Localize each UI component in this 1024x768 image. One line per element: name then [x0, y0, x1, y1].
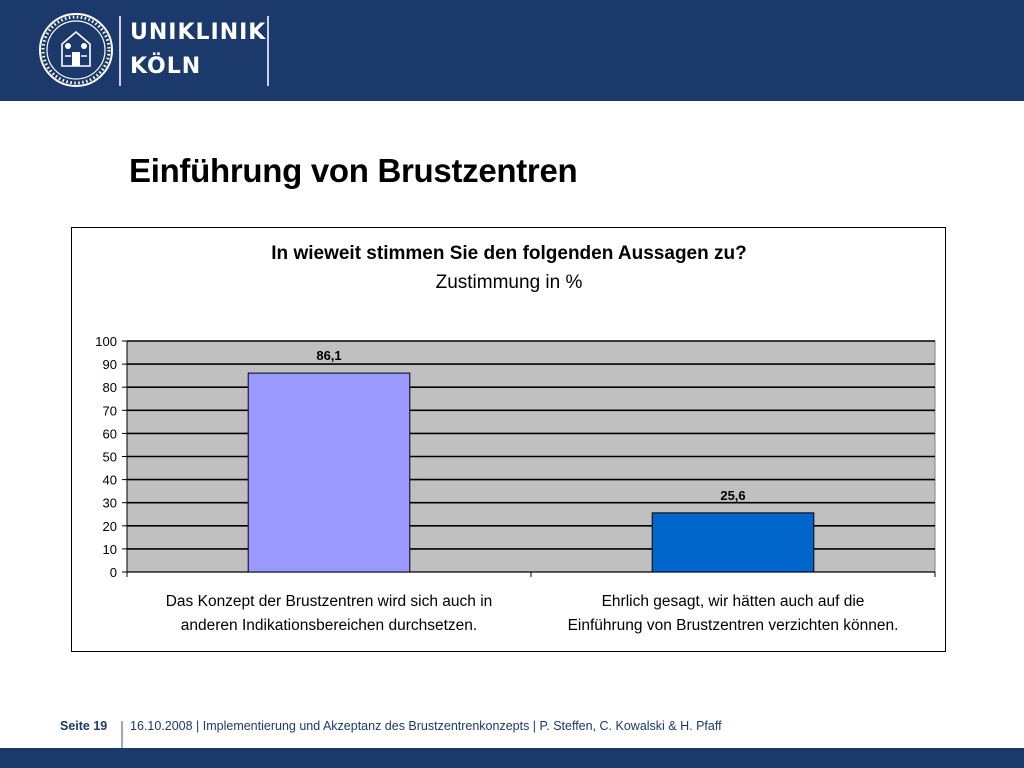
y-tick-label: 20 — [103, 519, 117, 534]
header-divider — [267, 16, 269, 86]
chart-title: In wieweit stimmen Sie den folgenden Aus… — [271, 243, 747, 264]
page-number: Seite 19 — [60, 719, 108, 733]
brand-line-2: KÖLN — [130, 54, 202, 79]
data-label: 25,6 — [720, 488, 745, 503]
footer-bar — [0, 748, 1024, 768]
university-seal-icon — [39, 13, 113, 87]
y-tick-label: 10 — [103, 542, 117, 557]
chart-subtitle: Zustimmung in % — [435, 272, 583, 293]
brand-line-1: UNIKLINIK — [130, 20, 267, 45]
category-label: Einführung von Brustzentren verzichten k… — [568, 617, 899, 634]
y-tick-label: 40 — [103, 473, 117, 488]
category-label: anderen Indikationsbereichen durchsetzen… — [181, 617, 477, 634]
y-tick-label: 90 — [103, 357, 117, 372]
y-tick-label: 60 — [103, 426, 117, 441]
y-tick-label: 100 — [95, 334, 117, 349]
y-tick-label: 50 — [103, 450, 117, 465]
y-tick-label: 0 — [110, 565, 117, 580]
category-label: Das Konzept der Brustzentren wird sich a… — [166, 593, 493, 610]
header-divider — [119, 16, 121, 86]
bar — [247, 372, 411, 573]
header-bar: UNIKLINIK KÖLN — [0, 0, 1024, 101]
y-tick-label: 70 — [103, 403, 117, 418]
data-label: 86,1 — [316, 348, 341, 363]
y-tick-label: 80 — [103, 380, 117, 395]
category-label: Ehrlich gesagt, wir hätten auch auf die — [602, 593, 865, 610]
slide-title: Einführung von Brustzentren — [129, 152, 578, 189]
y-tick-label: 30 — [103, 496, 117, 511]
bar — [651, 512, 815, 573]
footer-divider — [121, 721, 123, 765]
brand-logotype[interactable]: UNIKLINIK KÖLN — [130, 16, 266, 84]
footer-info: 16.10.2008 | Implementierung und Akzepta… — [130, 719, 722, 733]
